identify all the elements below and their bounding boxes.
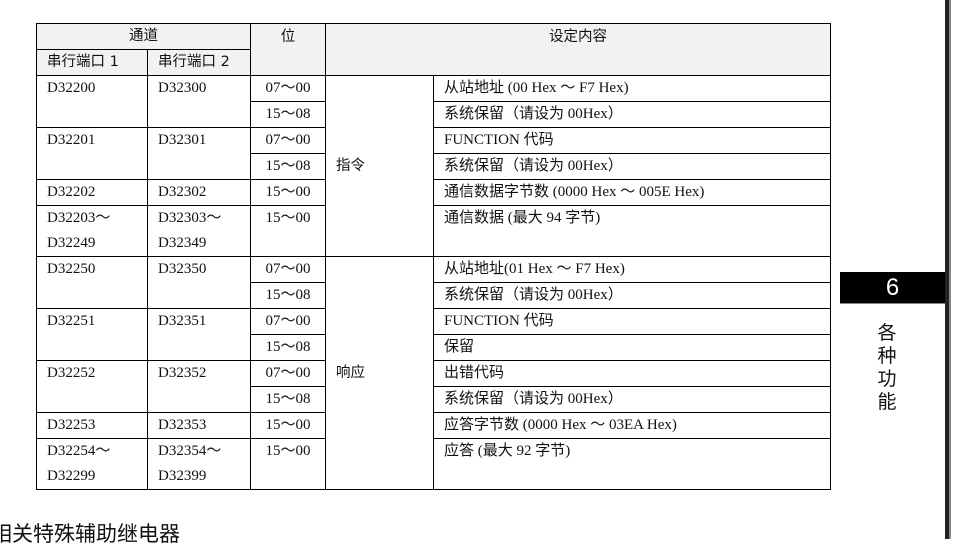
setting-content: 从站地址(01 Hex ～ F7 Hex) (433, 256, 831, 283)
setting-content: 系统保留（请设为 00Hex） (433, 153, 831, 180)
setting-content: 通信数据字节数 (0000 Hex ～ 005E Hex) (433, 179, 831, 206)
table-row: 15～08 系统保留（请设为 00Hex） (37, 386, 831, 413)
bit-range: 07～00 (250, 127, 326, 154)
setting-content: 系统保留（请设为 00Hex） (433, 386, 831, 413)
port1-channel: D32203～ D32249 (36, 205, 148, 257)
header-port1: 串行端口 1 (36, 49, 148, 76)
setting-content: 保留 (433, 334, 831, 361)
header-bit: 位 (250, 23, 326, 76)
group-label: 指令 (325, 75, 434, 257)
setting-content: 应答 (最大 92 字节) (433, 438, 831, 490)
port2-channel: D32350 (147, 256, 251, 309)
section-heading: 相关特殊辅助继电器 (0, 522, 180, 546)
bit-range: 15～00 (250, 205, 326, 257)
bit-range: 07～00 (250, 256, 326, 283)
chapter-tab-title: 各 种 功 能 (877, 322, 897, 413)
bit-range: 15～08 (250, 334, 326, 361)
port2-channel: D32352 (147, 360, 251, 413)
setting-content: FUNCTION 代码 (433, 308, 831, 335)
port1-channel: D32250 (36, 256, 148, 309)
port1-channel: D32200 (36, 75, 148, 128)
port2-channel: D32353 (147, 412, 251, 439)
bit-range: 15～08 (250, 153, 326, 180)
setting-content: 从站地址 (00 Hex ～ F7 Hex) (433, 75, 831, 102)
table-row: 15～08 系统保留（请设为 00Hex） (37, 153, 831, 180)
page-edge-divider (945, 0, 951, 539)
table-row: D32202 D32302 15～00 通信数据字节数 (0000 Hex ～ 005… (36, 179, 831, 206)
setting-content: 系统保留（请设为 00Hex） (433, 282, 831, 309)
port1-channel: D32201 (36, 127, 148, 180)
table-row: D32203～ D32249 D32303～ D32349 15～00 通信数据 (最… (36, 205, 831, 257)
port1-channel: D32202 (36, 179, 148, 206)
port2-channel: D32351 (147, 308, 251, 361)
table-row: D32200 D32300 07～00 指令 从站地址 (00 Hex ～ F7 Hex… (36, 75, 831, 257)
bit-range: 15～00 (250, 412, 326, 439)
header-channel: 通道 (36, 23, 251, 50)
port1-channel: D32254～ D32299 (36, 438, 148, 490)
setting-content: 通信数据 (最大 94 字节) (433, 205, 831, 257)
register-table: 通道 位 设定内容 串行端口 1 串行端口 2 D32200 D32300 07～0… (36, 23, 831, 490)
port2-channel: D32302 (147, 179, 251, 206)
port2-channel: D32303～ D32349 (147, 205, 251, 257)
table-row: 15～08 保留 (37, 334, 831, 361)
table-row: D32250 D32350 07～00 响应 从站地址(01 Hex ～ F7 Hex) (36, 256, 831, 490)
bit-range: 07～00 (250, 308, 326, 335)
bit-range: 15～08 (250, 386, 326, 413)
group-label: 响应 (325, 256, 434, 490)
setting-content: 系统保留（请设为 00Hex） (433, 101, 831, 128)
setting-content: 应答字节数 (0000 Hex ～ 03EA Hex) (433, 412, 831, 439)
table-row: D32201 D32301 07～00 FUNCTION 代码 (36, 127, 831, 180)
table-row: D32251 D32351 07～00 FUNCTION 代码 (36, 308, 831, 361)
chapter-tab-number: 6 (840, 272, 945, 304)
table-row: D32252 D32352 07～00 出错代码 (36, 360, 831, 413)
port1-channel: D32252 (36, 360, 148, 413)
bit-range: 15～08 (250, 101, 326, 128)
bit-range: 07～00 (250, 75, 326, 102)
table-row: 15～08 系统保留（请设为 00Hex） (37, 101, 831, 128)
setting-content: FUNCTION 代码 (433, 127, 831, 154)
port1-channel: D32253 (36, 412, 148, 439)
table-row: D32253 D32353 15～00 应答字节数 (0000 Hex ～ 03EA … (36, 412, 831, 439)
table-row: 15～08 系统保留（请设为 00Hex） (37, 282, 831, 309)
bit-range: 07～00 (250, 360, 326, 387)
setting-content: 出错代码 (433, 360, 831, 387)
bit-range: 15～08 (250, 282, 326, 309)
bit-range: 15～00 (250, 179, 326, 206)
table-row: D32254～ D32299 D32354～ D32399 15～00 应答 (最大 … (36, 438, 831, 490)
port2-channel: D32354～ D32399 (147, 438, 251, 490)
port2-channel: D32300 (147, 75, 251, 128)
port1-channel: D32251 (36, 308, 148, 361)
port2-channel: D32301 (147, 127, 251, 180)
header-port2: 串行端口 2 (147, 49, 251, 76)
header-content: 设定内容 (325, 23, 831, 76)
bit-range: 15～00 (250, 438, 326, 490)
